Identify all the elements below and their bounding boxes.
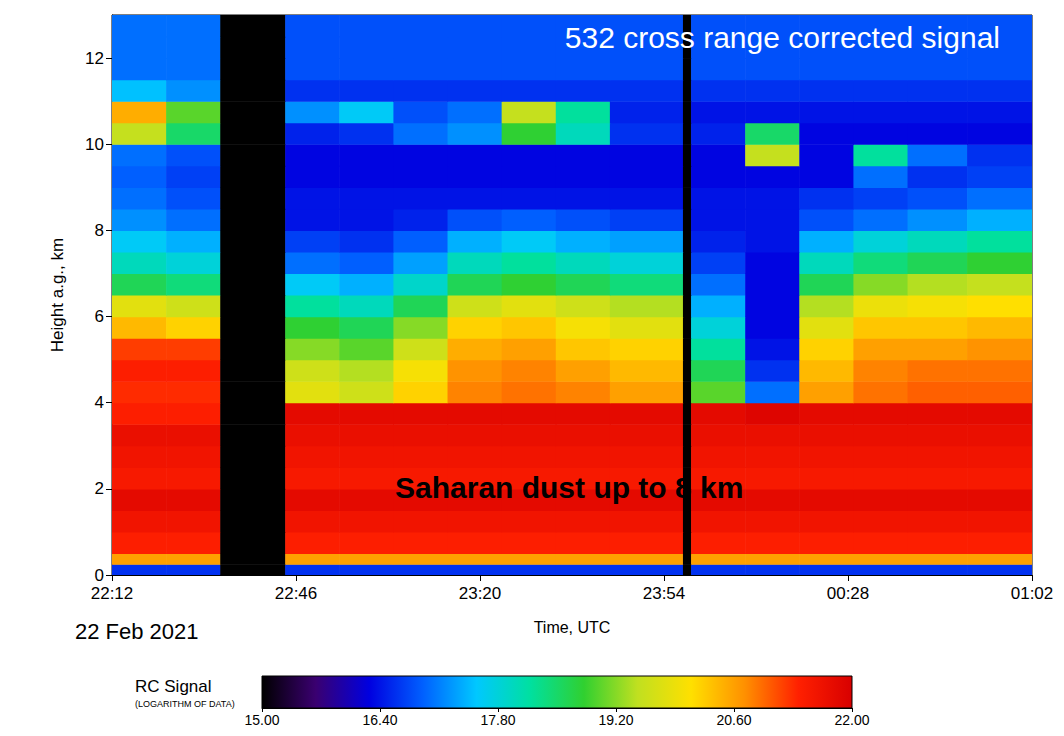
svg-text:22:12: 22:12 [91, 584, 134, 603]
svg-text:Time, UTC: Time, UTC [534, 619, 611, 636]
svg-text:8: 8 [95, 221, 104, 240]
svg-text:0: 0 [95, 566, 104, 585]
svg-text:10: 10 [85, 135, 104, 154]
svg-text:00:28: 00:28 [827, 584, 870, 603]
svg-text:01:02: 01:02 [1011, 584, 1054, 603]
svg-text:4: 4 [95, 393, 104, 412]
svg-text:17.80: 17.80 [480, 712, 515, 728]
svg-text:(LOGARITHM OF DATA): (LOGARITHM OF DATA) [135, 699, 235, 709]
svg-text:23:20: 23:20 [459, 584, 502, 603]
svg-text:6: 6 [95, 307, 104, 326]
svg-text:RC Signal: RC Signal [135, 677, 212, 696]
svg-text:22.00: 22.00 [834, 712, 869, 728]
svg-text:532 cross range corrected sign: 532 cross range corrected signal [565, 21, 1000, 54]
svg-text:16.40: 16.40 [362, 712, 397, 728]
svg-text:20.60: 20.60 [716, 712, 751, 728]
svg-text:23:54: 23:54 [643, 584, 686, 603]
svg-text:22 Feb 2021: 22 Feb 2021 [75, 619, 199, 644]
svg-text:12: 12 [85, 49, 104, 68]
svg-text:Height a.g., km: Height a.g., km [48, 238, 67, 352]
svg-text:15.00: 15.00 [244, 712, 279, 728]
svg-text:22:46: 22:46 [275, 584, 318, 603]
svg-text:Saharan dust up to 8 km: Saharan dust up to 8 km [395, 471, 743, 504]
svg-text:19.20: 19.20 [598, 712, 633, 728]
svg-text:2: 2 [95, 479, 104, 498]
